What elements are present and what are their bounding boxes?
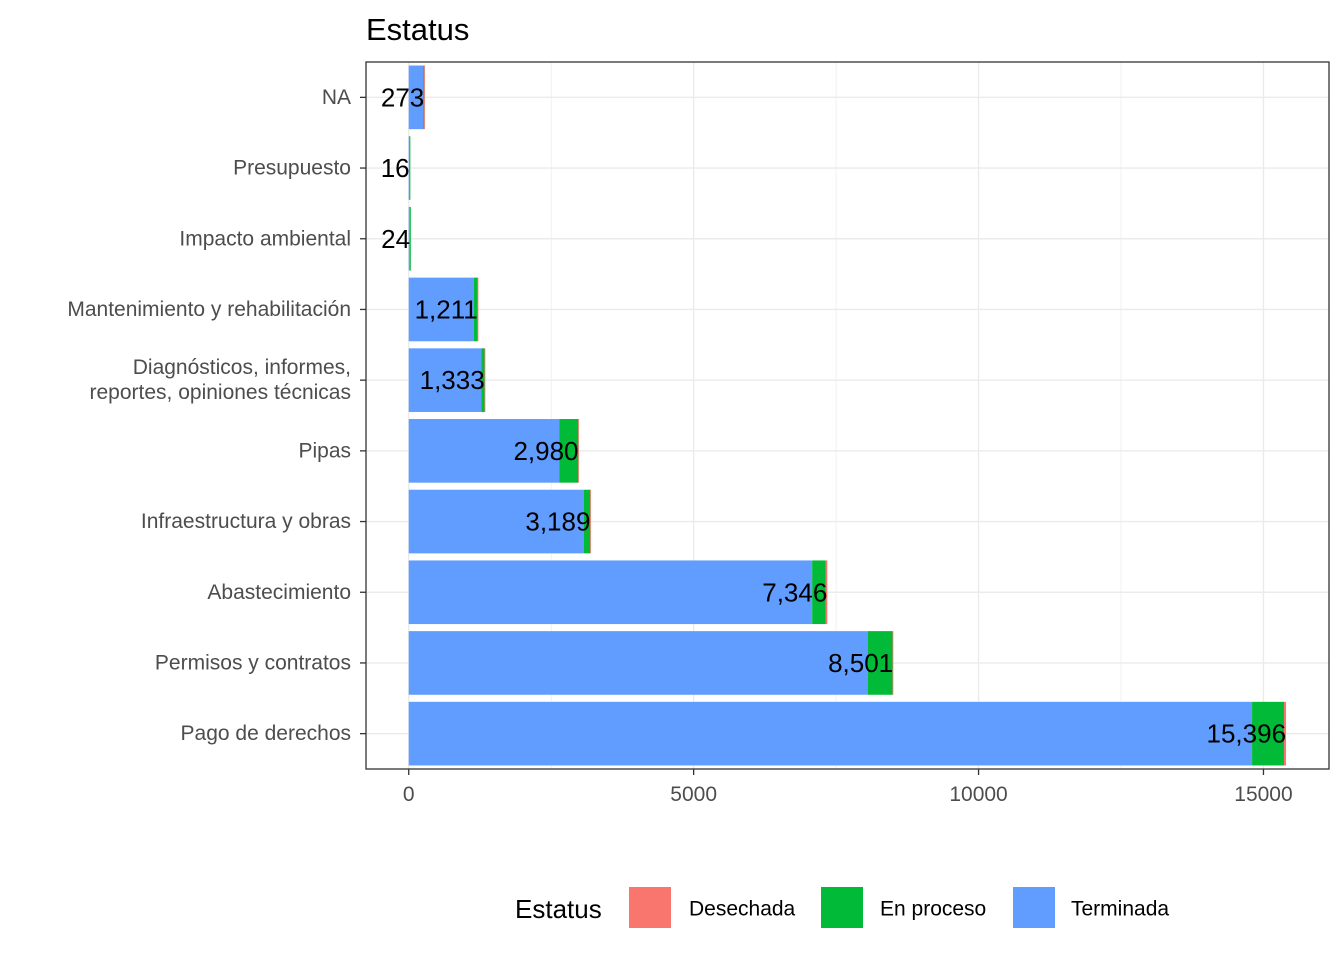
bar-terminada xyxy=(408,348,482,412)
data-label-total: 8,501 xyxy=(828,648,893,678)
bar-en-proceso xyxy=(409,136,411,200)
legend: Estatus Desechada En proceso Terminada xyxy=(515,887,1169,928)
data-label-total: 1,211 xyxy=(415,294,478,324)
y-tick-label: Pago de derechos xyxy=(181,722,351,745)
bar-terminada xyxy=(408,65,424,130)
bar-en-proceso xyxy=(423,65,425,130)
data-labels: 273 16 24 1,211 1,333 2,980 3,189 7,346 8,501 15,… xyxy=(381,82,1286,748)
data-label-total: 15,396 xyxy=(1207,719,1287,749)
bar-en-proceso xyxy=(1252,701,1284,766)
bar-desechada xyxy=(1283,701,1287,766)
bar-terminada xyxy=(408,631,869,695)
bar-desechada xyxy=(424,65,426,130)
legend-label: Terminada xyxy=(1071,898,1169,921)
bar-desechada xyxy=(484,348,486,412)
x-axis: 0 5000 10000 15000 xyxy=(403,769,1293,806)
data-label-total: 16 xyxy=(381,153,410,183)
x-tick-label: 10000 xyxy=(949,783,1007,806)
bar-en-proceso xyxy=(812,560,826,625)
bar-en-proceso xyxy=(473,277,478,342)
y-axis: NA Presupuesto Impacto ambiental Mantenimie… xyxy=(67,86,366,745)
y-tick-label: Pipas xyxy=(298,439,351,462)
x-tick-label: 0 xyxy=(403,783,415,806)
data-label-total: 273 xyxy=(381,82,424,112)
chart-title: Estatus xyxy=(366,12,469,47)
bar-terminada xyxy=(408,206,410,271)
bar-en-proceso xyxy=(559,419,579,483)
bar-en-proceso xyxy=(409,206,411,271)
y-tick-label: NA xyxy=(322,86,351,109)
bars xyxy=(408,65,1287,766)
bar-desechada xyxy=(825,560,828,625)
bar-terminada xyxy=(408,560,813,625)
bar-terminada xyxy=(408,489,584,554)
plot-panel-border xyxy=(365,61,1330,770)
data-label-total: 24 xyxy=(381,224,410,254)
y-tick-label: Infraestructura y obras xyxy=(141,510,351,533)
legend-key xyxy=(629,887,671,928)
legend-key xyxy=(821,887,863,928)
bar-en-proceso xyxy=(868,631,893,695)
bar-desechada xyxy=(892,631,894,695)
bar-terminada xyxy=(408,277,474,342)
legend-title: Estatus xyxy=(515,894,602,924)
y-tick-label: Presupuesto xyxy=(233,157,351,180)
x-tick-label: 5000 xyxy=(670,783,717,806)
bar-terminada xyxy=(408,701,1253,766)
bar-terminada xyxy=(408,136,410,200)
bar-en-proceso xyxy=(481,348,485,412)
legend-label: Desechada xyxy=(689,898,796,921)
x-tick-label: 15000 xyxy=(1234,783,1292,806)
data-label-total: 2,980 xyxy=(513,436,578,466)
y-tick-label: Mantenimiento y rehabilitación xyxy=(67,298,351,321)
y-tick-label: Permisos y contratos xyxy=(155,651,351,674)
data-label-total: 7,346 xyxy=(762,577,827,607)
y-tick-label: Abastecimiento xyxy=(207,581,351,604)
y-tick-label: Diagnósticos, informes, reportes, opinion… xyxy=(90,356,352,404)
bar-en-proceso xyxy=(583,489,591,554)
data-label-total: 3,189 xyxy=(525,507,590,537)
bar-desechada xyxy=(578,419,580,483)
data-label-total: 1,333 xyxy=(420,365,485,395)
y-tick-label: Impacto ambiental xyxy=(179,227,351,250)
legend-label: En proceso xyxy=(880,898,986,921)
legend-key xyxy=(1013,887,1055,928)
bar-terminada xyxy=(408,419,560,483)
bar-desechada xyxy=(477,277,479,342)
bar-desechada xyxy=(590,489,592,554)
